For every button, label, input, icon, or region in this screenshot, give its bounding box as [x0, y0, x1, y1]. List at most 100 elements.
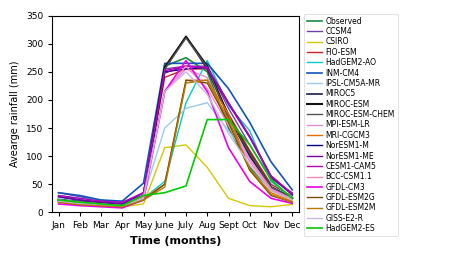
BCC-CSM1.1: [204, 87, 210, 90]
GFDL-CM3: [141, 198, 146, 202]
GFDL-CM3: [55, 202, 61, 205]
GFDL-ESM2M: [268, 193, 274, 196]
BCC-CSM1.1: [55, 198, 61, 202]
IPSL-CM5A-MR: [119, 202, 125, 205]
GFDL-ESM2M: [55, 201, 61, 204]
Observed: [226, 126, 231, 130]
NorESM1-M: [77, 198, 82, 202]
INM-CM4: [98, 198, 104, 202]
IPSL-CM5A-MR: [290, 195, 295, 198]
CCSM4: [183, 64, 189, 68]
FIO-ESM: [162, 76, 168, 79]
CSIRO: [77, 202, 82, 205]
Line: GISS-E2-R: GISS-E2-R: [58, 72, 292, 206]
GFDL-ESM2G: [226, 121, 231, 124]
Line: GFDL-ESM2G: GFDL-ESM2G: [58, 80, 292, 207]
GFDL-ESM2M: [226, 118, 231, 121]
MIROC-ESM: [290, 197, 295, 200]
MIROC5: [55, 200, 61, 203]
Observed: [247, 166, 253, 169]
NorESM1-M: [204, 66, 210, 69]
CCSM4: [268, 177, 274, 180]
IPSL-CM5A-MR: [77, 198, 82, 202]
CCSM4: [226, 107, 231, 110]
GISS-E2-R: [204, 93, 210, 96]
NorESM1-ME: [183, 64, 189, 68]
GFDL-ESM2M: [119, 205, 125, 208]
GFDL-ESM2M: [290, 201, 295, 204]
GFDL-ESM2G: [204, 82, 210, 85]
GFDL-CM3: [98, 205, 104, 208]
HadGEM2-ES: [141, 194, 146, 197]
HadGEM2-AO: [183, 101, 189, 104]
Line: CESM1-CAM5: CESM1-CAM5: [58, 66, 292, 202]
GFDL-CM3: [162, 90, 168, 93]
MIROC-ESM-CHEM: [77, 201, 82, 204]
Line: BCC-CSM1.1: BCC-CSM1.1: [58, 66, 292, 206]
IPSL-CM5A-MR: [204, 101, 210, 104]
GFDL-ESM2M: [141, 198, 146, 202]
GFDL-ESM2M: [247, 167, 253, 170]
MIROC-ESM-CHEM: [98, 202, 104, 205]
Legend: Observed, CCSM4, CSIRO, FIO-ESM, HadGEM2-AO, INM-CM4, IPSL-CM5A-MR, MIROC5, MIRO: Observed, CCSM4, CSIRO, FIO-ESM, HadGEM2…: [303, 13, 398, 236]
MPI-ESM-LR: [204, 76, 210, 79]
FIO-ESM: [290, 195, 295, 198]
Line: HadGEM2-AO: HadGEM2-AO: [58, 61, 292, 202]
BCC-CSM1.1: [98, 202, 104, 205]
FIO-ESM: [268, 183, 274, 186]
MPI-ESM-LR: [268, 187, 274, 190]
Line: CSIRO: CSIRO: [58, 145, 292, 207]
IPSL-CM5A-MR: [55, 197, 61, 200]
MPI-ESM-LR: [162, 90, 168, 93]
CSIRO: [247, 204, 253, 207]
CESM1-CAM5: [247, 135, 253, 138]
MPI-ESM-LR: [226, 121, 231, 124]
CCSM4: [162, 67, 168, 70]
HadGEM2-ES: [226, 118, 231, 121]
MIROC-ESM: [183, 35, 189, 39]
GISS-E2-R: [226, 132, 231, 135]
NorESM1-ME: [162, 71, 168, 74]
INM-CM4: [119, 200, 125, 203]
NorESM1-M: [183, 67, 189, 70]
Observed: [290, 194, 295, 197]
MIROC5: [290, 197, 295, 200]
Line: HadGEM2-ES: HadGEM2-ES: [58, 120, 292, 206]
BCC-CSM1.1: [226, 124, 231, 127]
CCSM4: [119, 201, 125, 204]
GFDL-CM3: [226, 146, 231, 149]
NorESM1-M: [98, 201, 104, 204]
GISS-E2-R: [162, 90, 168, 93]
MRI-CGCM3: [77, 202, 82, 205]
GFDL-CM3: [204, 90, 210, 93]
MRI-CGCM3: [247, 169, 253, 172]
MIROC5: [77, 202, 82, 205]
MIROC5: [141, 195, 146, 198]
MRI-CGCM3: [162, 183, 168, 186]
INM-CM4: [183, 62, 189, 65]
HadGEM2-ES: [77, 201, 82, 204]
MIROC-ESM: [77, 201, 82, 204]
BCC-CSM1.1: [119, 204, 125, 207]
MIROC-ESM: [162, 66, 168, 69]
BCC-CSM1.1: [141, 195, 146, 198]
BCC-CSM1.1: [268, 188, 274, 191]
GISS-E2-R: [247, 163, 253, 166]
MIROC-ESM-CHEM: [290, 197, 295, 200]
GFDL-CM3: [247, 180, 253, 183]
IPSL-CM5A-MR: [247, 157, 253, 161]
CSIRO: [183, 143, 189, 146]
HadGEM2-ES: [162, 191, 168, 194]
MIROC-ESM-CHEM: [204, 66, 210, 69]
CCSM4: [55, 191, 61, 194]
FIO-ESM: [77, 201, 82, 204]
NorESM1-ME: [119, 202, 125, 205]
GISS-E2-R: [77, 202, 82, 205]
MRI-CGCM3: [98, 203, 104, 206]
NorESM1-ME: [55, 195, 61, 198]
CSIRO: [290, 203, 295, 206]
NorESM1-ME: [77, 198, 82, 202]
Line: CCSM4: CCSM4: [58, 66, 292, 202]
Line: MIROC-ESM: MIROC-ESM: [58, 37, 292, 206]
Observed: [268, 188, 274, 191]
